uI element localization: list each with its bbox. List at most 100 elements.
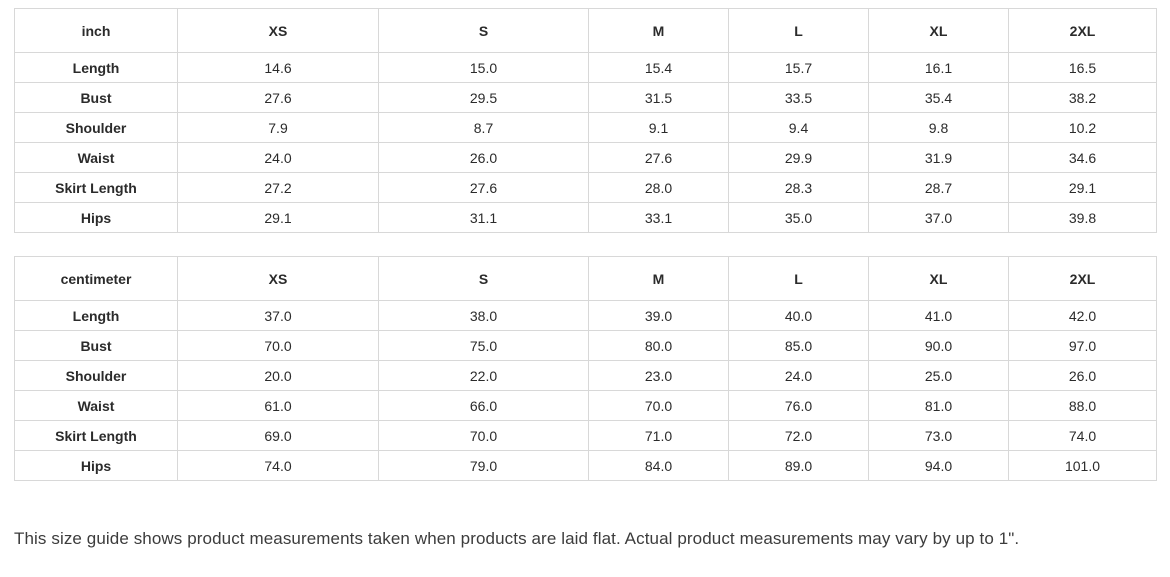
measurement-value: 74.0	[177, 450, 379, 481]
measurement-value: 66.0	[378, 390, 589, 421]
measurement-label: Skirt Length	[14, 172, 178, 203]
measurement-value: 35.0	[728, 202, 869, 233]
measurement-value: 24.0	[728, 360, 869, 391]
size-column-header: S	[378, 8, 589, 53]
size-column-header: S	[378, 256, 589, 301]
measurement-value: 31.9	[868, 142, 1009, 173]
unit-label: centimeter	[14, 256, 178, 301]
measurement-value: 27.2	[177, 172, 379, 203]
measurement-value: 29.1	[1008, 172, 1157, 203]
measurement-value: 38.0	[378, 300, 589, 331]
measurement-value: 15.0	[378, 52, 589, 83]
measurement-value: 7.9	[177, 112, 379, 143]
measurement-value: 35.4	[868, 82, 1009, 113]
measurement-value: 85.0	[728, 330, 869, 361]
measurement-value: 10.2	[1008, 112, 1157, 143]
measurement-value: 61.0	[177, 390, 379, 421]
measurement-value: 26.0	[378, 142, 589, 173]
measurement-value: 79.0	[378, 450, 589, 481]
measurement-value: 38.2	[1008, 82, 1157, 113]
measurement-label: Shoulder	[14, 112, 178, 143]
header-row: inch XS S M L XL 2XL	[14, 8, 1157, 53]
table-row: Shoulder 7.9 8.7 9.1 9.4 9.8 10.2	[14, 112, 1157, 143]
measurement-value: 70.0	[177, 330, 379, 361]
measurement-value: 37.0	[177, 300, 379, 331]
measurement-label: Skirt Length	[14, 420, 178, 451]
measurement-value: 72.0	[728, 420, 869, 451]
measurement-value: 41.0	[868, 300, 1009, 331]
measurement-value: 15.4	[588, 52, 729, 83]
measurement-value: 70.0	[588, 390, 729, 421]
measurement-value: 71.0	[588, 420, 729, 451]
measurement-value: 28.3	[728, 172, 869, 203]
size-guide-note: This size guide shows product measuremen…	[14, 529, 1020, 548]
measurement-label: Hips	[14, 450, 178, 481]
size-column-header: XL	[868, 256, 1009, 301]
measurement-value: 94.0	[868, 450, 1009, 481]
size-column-header: L	[728, 8, 869, 53]
measurement-value: 80.0	[588, 330, 729, 361]
measurement-value: 23.0	[588, 360, 729, 391]
measurement-value: 33.1	[588, 202, 729, 233]
size-column-header: XS	[177, 8, 379, 53]
measurement-value: 81.0	[868, 390, 1009, 421]
table-row: Hips 74.0 79.0 84.0 89.0 94.0 101.0	[14, 450, 1157, 481]
measurement-label: Hips	[14, 202, 178, 233]
measurement-value: 70.0	[378, 420, 589, 451]
size-tables-container: inch XS S M L XL 2XL Length 14.6 15.0 15.4 15.7 16.1…	[14, 8, 1157, 481]
size-table-centimeter: centimeter XS S M L XL 2XL Length 37.0 38.0 39.0 40…	[14, 256, 1157, 481]
measurement-value: 37.0	[868, 202, 1009, 233]
measurement-value: 101.0	[1008, 450, 1157, 481]
measurement-label: Bust	[14, 82, 178, 113]
measurement-value: 27.6	[588, 142, 729, 173]
table-row: Skirt Length 69.0 70.0 71.0 72.0 73.0 74.0	[14, 420, 1157, 451]
measurement-value: 14.6	[177, 52, 379, 83]
measurement-value: 76.0	[728, 390, 869, 421]
measurement-value: 34.6	[1008, 142, 1157, 173]
size-table-inch: inch XS S M L XL 2XL Length 14.6 15.0 15.4 15.7 16.1…	[14, 8, 1157, 233]
measurement-value: 75.0	[378, 330, 589, 361]
size-column-header: 2XL	[1008, 256, 1157, 301]
table-row: Waist 61.0 66.0 70.0 76.0 81.0 88.0	[14, 390, 1157, 421]
table-row: Skirt Length 27.2 27.6 28.0 28.3 28.7 29.1	[14, 172, 1157, 203]
measurement-label: Shoulder	[14, 360, 178, 391]
measurement-value: 9.1	[588, 112, 729, 143]
measurement-value: 9.8	[868, 112, 1009, 143]
measurement-value: 27.6	[378, 172, 589, 203]
measurement-value: 69.0	[177, 420, 379, 451]
table-row: Waist 24.0 26.0 27.6 29.9 31.9 34.6	[14, 142, 1157, 173]
measurement-value: 39.0	[588, 300, 729, 331]
measurement-value: 29.1	[177, 202, 379, 233]
measurement-value: 9.4	[728, 112, 869, 143]
measurement-value: 27.6	[177, 82, 379, 113]
measurement-value: 22.0	[378, 360, 589, 391]
size-column-header: L	[728, 256, 869, 301]
measurement-value: 90.0	[868, 330, 1009, 361]
size-column-header: XS	[177, 256, 379, 301]
table-row: Bust 70.0 75.0 80.0 85.0 90.0 97.0	[14, 330, 1157, 361]
size-column-header: 2XL	[1008, 8, 1157, 53]
measurement-value: 16.1	[868, 52, 1009, 83]
table-row: Length 37.0 38.0 39.0 40.0 41.0 42.0	[14, 300, 1157, 331]
size-column-header: M	[588, 8, 729, 53]
measurement-value: 31.1	[378, 202, 589, 233]
table-row: Bust 27.6 29.5 31.5 33.5 35.4 38.2	[14, 82, 1157, 113]
measurement-value: 26.0	[1008, 360, 1157, 391]
measurement-value: 28.0	[588, 172, 729, 203]
measurement-value: 97.0	[1008, 330, 1157, 361]
table-row: Shoulder 20.0 22.0 23.0 24.0 25.0 26.0	[14, 360, 1157, 391]
measurement-value: 24.0	[177, 142, 379, 173]
measurement-value: 15.7	[728, 52, 869, 83]
measurement-value: 29.9	[728, 142, 869, 173]
table-row: Length 14.6 15.0 15.4 15.7 16.1 16.5	[14, 52, 1157, 83]
measurement-label: Waist	[14, 390, 178, 421]
size-column-header: M	[588, 256, 729, 301]
measurement-value: 28.7	[868, 172, 1009, 203]
measurement-label: Waist	[14, 142, 178, 173]
measurement-value: 16.5	[1008, 52, 1157, 83]
measurement-value: 40.0	[728, 300, 869, 331]
measurement-value: 8.7	[378, 112, 589, 143]
measurement-value: 20.0	[177, 360, 379, 391]
measurement-label: Length	[14, 300, 178, 331]
